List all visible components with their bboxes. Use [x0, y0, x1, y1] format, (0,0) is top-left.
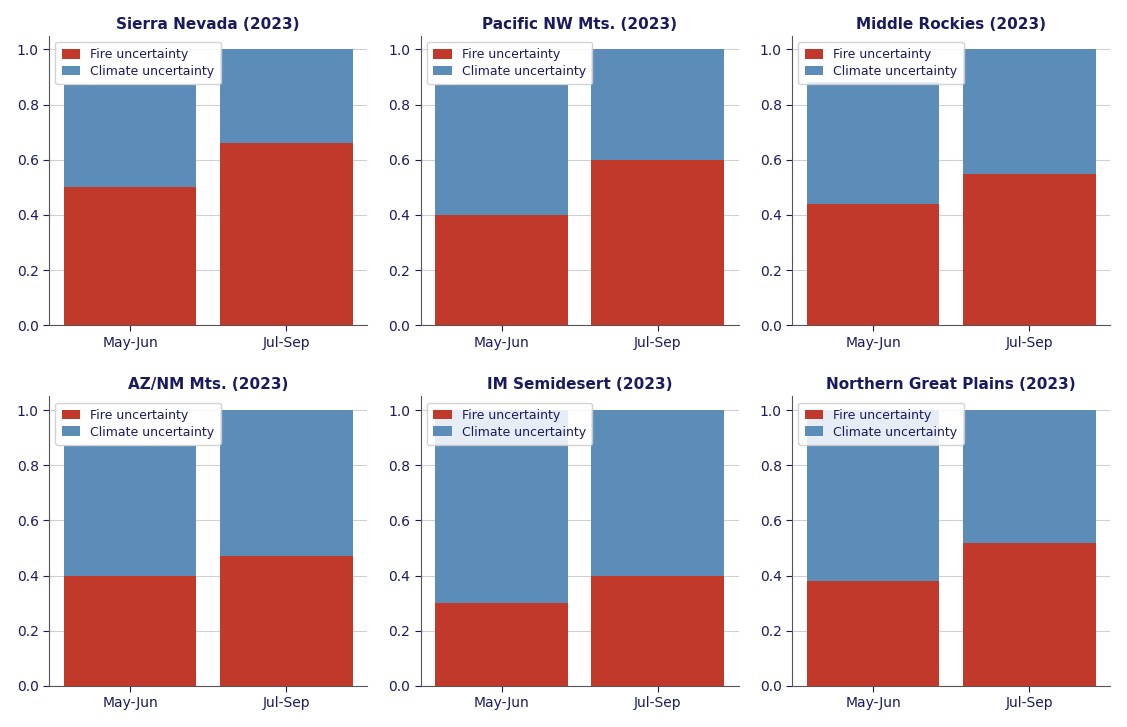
Bar — [807, 581, 940, 686]
Title: Sierra Nevada (2023): Sierra Nevada (2023) — [116, 17, 300, 32]
Bar — [435, 410, 568, 603]
Bar — [592, 160, 725, 325]
Bar — [63, 576, 196, 686]
Bar — [220, 556, 353, 686]
Title: Middle Rockies (2023): Middle Rockies (2023) — [857, 17, 1046, 32]
Bar — [807, 82, 940, 204]
Bar — [63, 188, 196, 325]
Bar — [435, 215, 568, 325]
Title: AZ/NM Mts. (2023): AZ/NM Mts. (2023) — [128, 377, 289, 393]
Bar — [962, 542, 1095, 686]
Bar — [220, 410, 353, 556]
Legend: Fire uncertainty, Climate uncertainty: Fire uncertainty, Climate uncertainty — [427, 403, 592, 445]
Bar — [435, 603, 568, 686]
Title: Northern Great Plains (2023): Northern Great Plains (2023) — [826, 377, 1076, 393]
Legend: Fire uncertainty, Climate uncertainty: Fire uncertainty, Climate uncertainty — [55, 42, 221, 84]
Bar — [63, 85, 196, 188]
Legend: Fire uncertainty, Climate uncertainty: Fire uncertainty, Climate uncertainty — [427, 42, 592, 84]
Bar — [592, 410, 725, 576]
Legend: Fire uncertainty, Climate uncertainty: Fire uncertainty, Climate uncertainty — [798, 403, 964, 445]
Title: Pacific NW Mts. (2023): Pacific NW Mts. (2023) — [482, 17, 677, 32]
Bar — [220, 49, 353, 143]
Legend: Fire uncertainty, Climate uncertainty: Fire uncertainty, Climate uncertainty — [798, 42, 964, 84]
Bar — [63, 446, 196, 576]
Bar — [962, 174, 1095, 325]
Bar — [807, 410, 940, 581]
Title: IM Semidesert (2023): IM Semidesert (2023) — [487, 377, 673, 393]
Legend: Fire uncertainty, Climate uncertainty: Fire uncertainty, Climate uncertainty — [55, 403, 221, 445]
Bar — [962, 49, 1095, 174]
Bar — [435, 85, 568, 215]
Bar — [807, 204, 940, 325]
Bar — [592, 49, 725, 160]
Bar — [220, 143, 353, 325]
Bar — [962, 410, 1095, 542]
Bar — [592, 576, 725, 686]
